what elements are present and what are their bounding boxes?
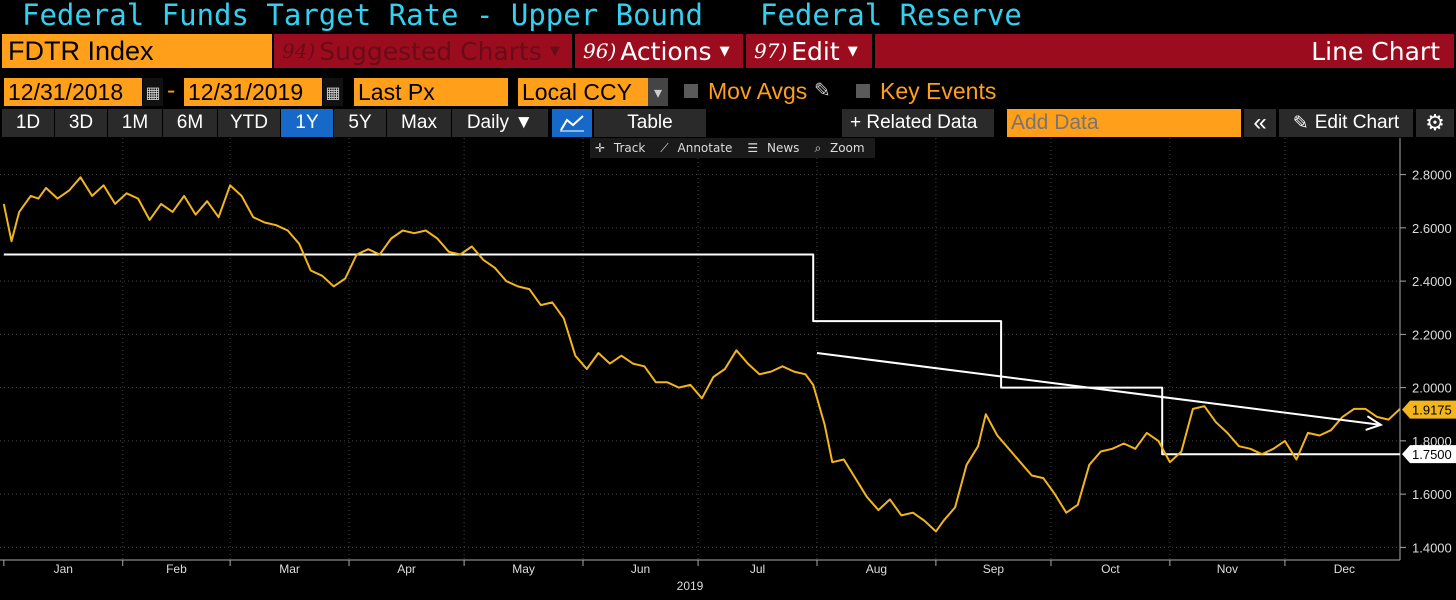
source-title: Federal Reserve [760, 0, 1022, 32]
suggested-charts-menu[interactable]: 94) Suggested Charts ▼ [274, 34, 572, 68]
x-tick-label: Sep [983, 562, 1005, 576]
period-button-3d[interactable]: 3D [55, 109, 107, 137]
news-label: News [767, 141, 800, 155]
annotate-tool[interactable]: ⟋ Annotate [660, 140, 733, 155]
line-chart-glyph [560, 115, 584, 132]
yield-line [2, 176, 1401, 533]
zoom-tool[interactable]: ⌕ Zoom [814, 140, 865, 155]
chart-type-label: Line Chart [875, 34, 1454, 68]
edit-menu[interactable]: 97) Edit ▼ [746, 34, 872, 68]
key-events-checkbox[interactable] [856, 84, 870, 98]
tool-bar: 1D 3D 1M 6M YTD 1Y 5Y Max Daily ▼ Table … [0, 108, 1456, 138]
collapse-icon[interactable]: « [1244, 109, 1276, 137]
zoom-label: Zoom [829, 140, 865, 155]
y-tick-label: 2.6000 [1412, 221, 1452, 236]
line-chart[interactable]: 1.4000 1.6000 1.8000 2.0000 2.2000 2.4000 2.60… [0, 138, 1456, 600]
period-button-1m[interactable]: 1M [108, 109, 162, 137]
y-tick-label: 2.0000 [1412, 381, 1452, 396]
mov-avgs-label: Mov Avgs [708, 78, 808, 104]
actions-menu[interactable]: 96) Actions ▼ [575, 34, 743, 68]
suggested-charts-number: 94) [282, 39, 316, 63]
y-tick-label: 1.4000 [1412, 540, 1452, 555]
edit-number: 97) [754, 39, 788, 63]
news-tool[interactable]: ☰ News [747, 141, 800, 155]
field-selector[interactable]: Last Px [354, 78, 508, 106]
title-bar: Federal Funds Target Rate - Upper Bound … [0, 0, 1456, 34]
period-button-1y[interactable]: 1Y [281, 109, 333, 137]
trend-arrow-head [1365, 415, 1384, 431]
period-button-5y[interactable]: 5Y [334, 109, 386, 137]
mov-avgs-checkbox[interactable] [684, 84, 698, 98]
x-tick-label: Nov [1217, 562, 1238, 576]
chevron-down-icon[interactable]: ▾ [648, 78, 668, 106]
x-tick-label: May [512, 562, 535, 576]
end-date-field[interactable]: 12/31/2019 [184, 78, 322, 106]
related-data-button[interactable]: + Related Data [842, 109, 994, 137]
chevron-down-icon: ▼ [719, 43, 730, 59]
edit-chart-button[interactable]: ✎ Edit Chart [1279, 109, 1413, 137]
y-tick-label: 1.6000 [1412, 487, 1452, 502]
period-button-ytd[interactable]: YTD [218, 109, 280, 137]
y-tick-label: 2.8000 [1412, 168, 1452, 183]
date-range-dash: - [167, 78, 176, 104]
gear-icon[interactable]: ⚙ [1416, 109, 1454, 137]
start-date-field[interactable]: 12/31/2018 [4, 78, 142, 106]
edit-label: Edit [791, 36, 840, 66]
period-button-6m[interactable]: 6M [163, 109, 217, 137]
y-tick-label: 2.2000 [1412, 327, 1452, 342]
x-year-label: 2019 [677, 579, 704, 593]
trend-arrow-line [816, 352, 1381, 426]
actions-label: Actions [620, 36, 712, 66]
track-tool[interactable]: ✛ Track [595, 141, 646, 155]
y-tick-label: 1.8000 [1412, 434, 1452, 449]
x-tick-label: Apr [397, 562, 416, 576]
x-tick-label: Oct [1101, 562, 1120, 576]
y-tick-label: 2.4000 [1412, 274, 1452, 289]
last-value-label: 1.7500 [1412, 447, 1452, 462]
pencil-icon: ✎ [1292, 112, 1309, 134]
suggested-charts-label: Suggested Charts [319, 36, 542, 66]
x-tick-label: Aug [866, 562, 887, 576]
key-events-label: Key Events [880, 78, 997, 104]
actions-number: 96) [583, 39, 617, 63]
pencil-icon[interactable]: ✎ [814, 78, 831, 102]
plot-background [0, 138, 1456, 600]
calendar-icon[interactable]: ▦ [143, 78, 163, 106]
plot-tools: ✛ Track ⟋ Annotate ☰ News ⌕ Zoom [590, 138, 875, 158]
x-tick-label: Jul [750, 562, 765, 576]
add-data-input[interactable] [1007, 109, 1241, 137]
x-tick-label: Jun [631, 562, 650, 576]
period-button-max[interactable]: Max [387, 109, 451, 137]
ticker-field[interactable]: FDTR Index [2, 34, 272, 68]
last-value-label: 1.9175 [1412, 403, 1452, 418]
x-tick-label: Feb [166, 562, 187, 576]
period-button-1d[interactable]: 1D [2, 109, 54, 137]
currency-selector[interactable]: Local CCY [518, 78, 648, 106]
chevron-down-icon: ▼ [549, 43, 560, 59]
line-chart-icon[interactable] [552, 109, 592, 137]
x-tick-label: Jan [54, 562, 73, 576]
security-title: Federal Funds Target Rate - Upper Bound [22, 0, 703, 32]
x-tick-label: Mar [279, 562, 300, 576]
annotate-label: Annotate [677, 140, 733, 155]
menu-bar: FDTR Index 94) Suggested Charts ▼ 96) Ac… [0, 34, 1456, 70]
calendar-icon[interactable]: ▦ [323, 78, 343, 106]
x-tick-label: Dec [1334, 562, 1355, 576]
track-label: Track [613, 141, 646, 155]
last-value-badge [1402, 400, 1456, 419]
last-value-badge [1402, 445, 1456, 464]
edit-chart-label: Edit Chart [1314, 112, 1400, 133]
frequency-selector[interactable]: Daily ▼ [452, 109, 548, 137]
parameter-bar: 12/31/2018 ▦ - 12/31/2019 ▦ Last Px Loca… [0, 76, 1456, 108]
table-button[interactable]: Table [594, 109, 706, 137]
rate-step-line [3, 253, 1400, 456]
chevron-down-icon: ▼ [847, 43, 858, 59]
